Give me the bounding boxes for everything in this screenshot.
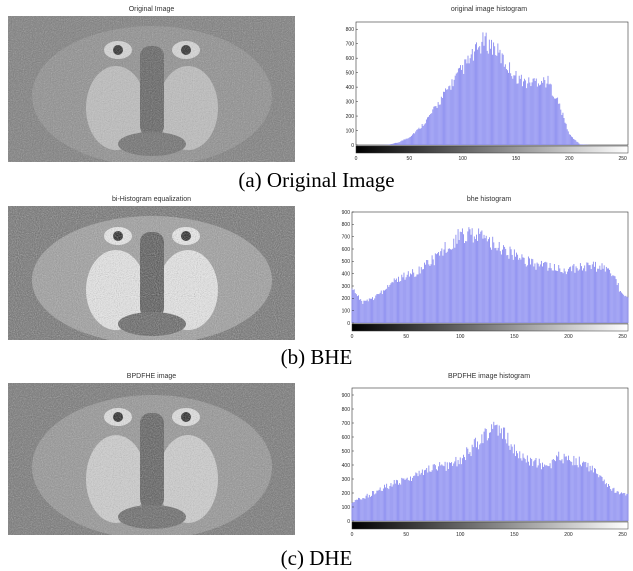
histogram-title: original image histogram xyxy=(450,6,528,13)
x-tick-label: 50 xyxy=(407,156,413,162)
grayscale-colorbar xyxy=(351,521,629,530)
x-tick-label: 150 xyxy=(510,334,519,340)
histogram-chart-bhe: 0 100 200 300 400 500 600 700 800 900 0 50 100 150 200… xyxy=(342,210,629,340)
y-tick-label: 200 xyxy=(342,296,351,302)
y-tick-label: 200 xyxy=(342,491,351,497)
y-tick-label: 700 xyxy=(342,421,351,427)
y-tick-label: 600 xyxy=(346,56,355,62)
x-tick-label: 250 xyxy=(618,334,627,340)
y-tick-label: 700 xyxy=(342,234,351,240)
x-tick-label: 150 xyxy=(510,532,519,538)
histogram-bars xyxy=(377,32,591,145)
y-tick-label: 600 xyxy=(342,247,351,253)
y-tick-label: 900 xyxy=(342,210,351,216)
image-title: bi-Histogram equalization xyxy=(112,196,191,203)
histogram-bars xyxy=(351,227,629,323)
x-tick-label: 0 xyxy=(351,532,354,538)
x-tick-label: 200 xyxy=(564,334,573,340)
y-tick-label: 500 xyxy=(346,70,355,76)
y-tick-label: 100 xyxy=(342,505,351,511)
x-tick-label: 250 xyxy=(618,156,627,162)
histogram-chart-original: 0 100 200 300 400 500 600 700 800 0 50 100 150 200 250 xyxy=(346,21,629,162)
y-tick-label: 800 xyxy=(342,407,351,413)
figure-row-c: BPDFHE image BPDFHE image his xyxy=(0,371,633,571)
histogram-chart-dhe: 0 100 200 300 400 500 600 700 800 900 0 50 100 150 200… xyxy=(342,387,629,538)
x-tick-label: 0 xyxy=(351,334,354,340)
figure-row-b: bi-Histogram equalization bhe xyxy=(0,193,633,371)
y-tick-label: 0 xyxy=(351,143,354,149)
x-tick-label: 200 xyxy=(564,532,573,538)
y-tick-label: 100 xyxy=(346,128,355,134)
y-tick-label: 700 xyxy=(346,42,355,48)
baboon-image-bhe xyxy=(8,206,295,340)
plot-frame xyxy=(355,21,629,146)
y-tick-label: 900 xyxy=(342,393,351,399)
x-tick-label: 250 xyxy=(618,532,627,538)
y-tick-label: 200 xyxy=(346,114,355,120)
y-tick-label: 400 xyxy=(342,271,351,277)
baboon-image-dhe xyxy=(8,383,295,535)
y-tick-label: 500 xyxy=(342,259,351,265)
plot-frame xyxy=(351,211,629,324)
grayscale-colorbar xyxy=(351,323,629,332)
y-tick-label: 400 xyxy=(342,463,351,469)
y-tick-label: 800 xyxy=(346,27,355,33)
x-tick-label: 100 xyxy=(456,532,465,538)
figure-caption-b: (b) BHE xyxy=(280,345,353,369)
histogram-title: bhe histogram xyxy=(466,196,512,203)
y-tick-label: 100 xyxy=(342,308,351,314)
y-tick-label: 600 xyxy=(342,435,351,441)
baboon-image-original xyxy=(8,16,295,162)
x-tick-label: 100 xyxy=(456,334,465,340)
y-tick-label: 400 xyxy=(346,85,355,91)
plot-frame xyxy=(351,387,629,522)
y-tick-label: 800 xyxy=(342,222,351,228)
histogram-title: BPDFHE image histogram xyxy=(447,373,531,380)
y-tick-label: 500 xyxy=(342,449,351,455)
histogram-bars xyxy=(351,421,629,521)
x-tick-label: 0 xyxy=(355,156,358,162)
x-tick-label: 50 xyxy=(403,334,409,340)
grayscale-colorbar xyxy=(355,145,629,154)
y-tick-label: 300 xyxy=(342,284,351,290)
figure-row-a: Original Image original image xyxy=(0,0,633,193)
image-title: BPDFHE image xyxy=(126,373,177,380)
y-tick-label: 300 xyxy=(342,477,351,483)
image-title: Original Image xyxy=(128,6,175,13)
x-tick-label: 150 xyxy=(512,156,521,162)
y-tick-label: 0 xyxy=(347,519,350,525)
x-tick-label: 100 xyxy=(458,156,467,162)
x-tick-label: 50 xyxy=(403,532,409,538)
figure-caption-c: (c) DHE xyxy=(280,546,353,570)
x-tick-label: 200 xyxy=(565,156,574,162)
figure-caption-a: (a) Original Image xyxy=(238,168,395,192)
y-tick-label: 300 xyxy=(346,99,355,105)
y-tick-label: 0 xyxy=(347,321,350,327)
